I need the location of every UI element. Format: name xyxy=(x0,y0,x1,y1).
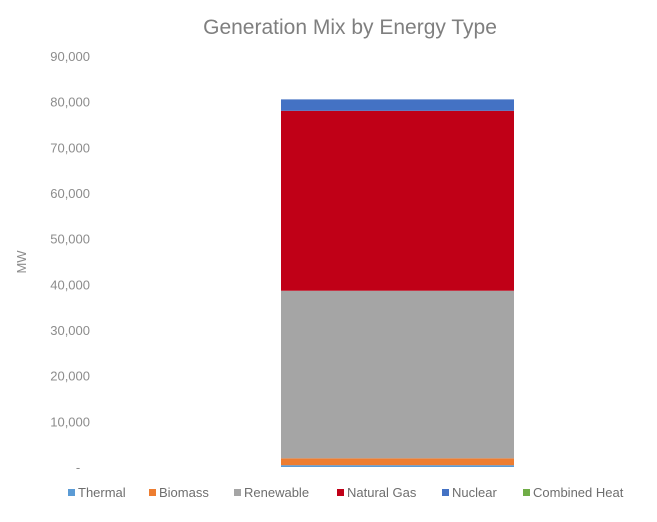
y-tick-label: - xyxy=(76,460,80,475)
y-tick-label: 40,000 xyxy=(50,277,90,292)
legend-swatch-biomass xyxy=(149,489,156,496)
y-tick-label: 20,000 xyxy=(50,369,90,384)
legend-swatch-thermal xyxy=(68,489,75,496)
chart-title: Generation Mix by Energy Type xyxy=(203,16,497,39)
y-tick-label: 10,000 xyxy=(50,414,90,429)
legend: Thermal Biomass Renewable Natural Gas Nuclea… xyxy=(68,485,624,500)
legend-swatch-renewable xyxy=(234,489,241,496)
bar-segment-renewable xyxy=(281,290,514,459)
legend-label: Thermal xyxy=(78,485,126,500)
stacked-bars xyxy=(281,99,514,467)
y-tick-label: 60,000 xyxy=(50,186,90,201)
y-axis-ticks: - 10,000 20,000 30,000 40,000 50,000 60,000 70,… xyxy=(50,49,90,475)
bar-segment-thermal xyxy=(281,465,514,467)
y-tick-label: 70,000 xyxy=(50,140,90,155)
legend-label: Renewable xyxy=(244,485,309,500)
y-tick-label: 50,000 xyxy=(50,232,90,247)
legend-label: Nuclear xyxy=(452,485,497,500)
legend-swatch-combined-heat xyxy=(523,489,530,496)
legend-label: Natural Gas xyxy=(347,485,417,500)
y-axis-label: MW xyxy=(14,250,29,274)
legend-swatch-nuclear xyxy=(442,489,449,496)
y-tick-label: 80,000 xyxy=(50,95,90,110)
legend-label: Combined Heat xyxy=(533,485,624,500)
y-tick-label: 30,000 xyxy=(50,323,90,338)
bar-segment-nuclear xyxy=(281,99,514,111)
bar-segment-biomass xyxy=(281,458,514,466)
bar-segment-natural-gas xyxy=(281,110,514,291)
y-tick-label: 90,000 xyxy=(50,49,90,64)
legend-label: Biomass xyxy=(159,485,209,500)
legend-swatch-natural-gas xyxy=(337,489,344,496)
